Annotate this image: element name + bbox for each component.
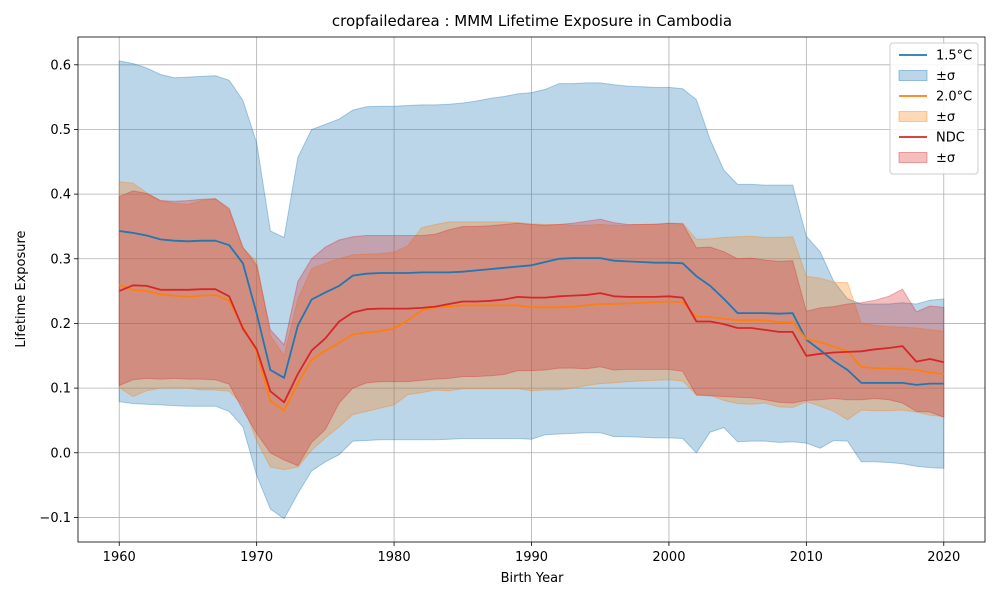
x-tick-label: 1990 <box>515 550 548 565</box>
y-tick-label: 0.5 <box>50 123 71 138</box>
legend-label-3: NDC <box>936 131 965 146</box>
legend-box <box>889 42 979 175</box>
y-tick-label: 0.4 <box>50 188 71 203</box>
band-1 <box>118 60 945 520</box>
legend-label-1: 1.5°C <box>936 49 972 64</box>
legend-band-label-3: ±σ <box>936 151 955 166</box>
y-tick-label: 0.2 <box>50 317 71 332</box>
y-tick-label: 0.0 <box>50 446 71 461</box>
x-tick-label: 1980 <box>378 550 411 565</box>
legend: 1.5°C ±σ 2.0°C ±σ NDC ±σ <box>889 42 979 175</box>
legend-band-swatch-1 <box>898 70 928 81</box>
band-3 <box>118 190 945 467</box>
legend-band-swatch-2 <box>898 111 928 122</box>
y-tick-label: 0.6 <box>50 58 71 73</box>
legend-label-2: 2.0°C <box>936 90 972 105</box>
y-axis-title: Lifetime Exposure <box>14 230 29 347</box>
series-line-3 <box>118 284 945 404</box>
legend-band-label-1: ±σ <box>936 69 955 84</box>
chart-title: cropfailedarea : MMM Lifetime Exposure i… <box>332 12 732 30</box>
y-tick-label: −0.1 <box>39 511 71 526</box>
x-axis: 1960 1970 1980 1990 2000 2010 2020 <box>103 542 960 565</box>
y-tick-label: 0.3 <box>50 252 71 267</box>
band-2 <box>118 181 945 471</box>
y-tick-label: 0.1 <box>50 382 71 397</box>
x-tick-label: 2020 <box>927 550 960 565</box>
y-axis: −0.1 0.0 0.1 0.2 0.3 0.4 0.5 0.6 <box>39 58 78 526</box>
x-tick-label: 2010 <box>790 550 823 565</box>
x-tick-label: 1960 <box>103 550 136 565</box>
legend-band-label-2: ±σ <box>936 110 955 125</box>
x-axis-title: Birth Year <box>501 571 565 586</box>
series-lines <box>118 230 945 412</box>
x-tick-label: 1970 <box>240 550 273 565</box>
bands <box>118 60 945 520</box>
x-tick-label: 2000 <box>652 550 685 565</box>
legend-band-swatch-3 <box>898 152 928 163</box>
grid <box>78 37 985 542</box>
